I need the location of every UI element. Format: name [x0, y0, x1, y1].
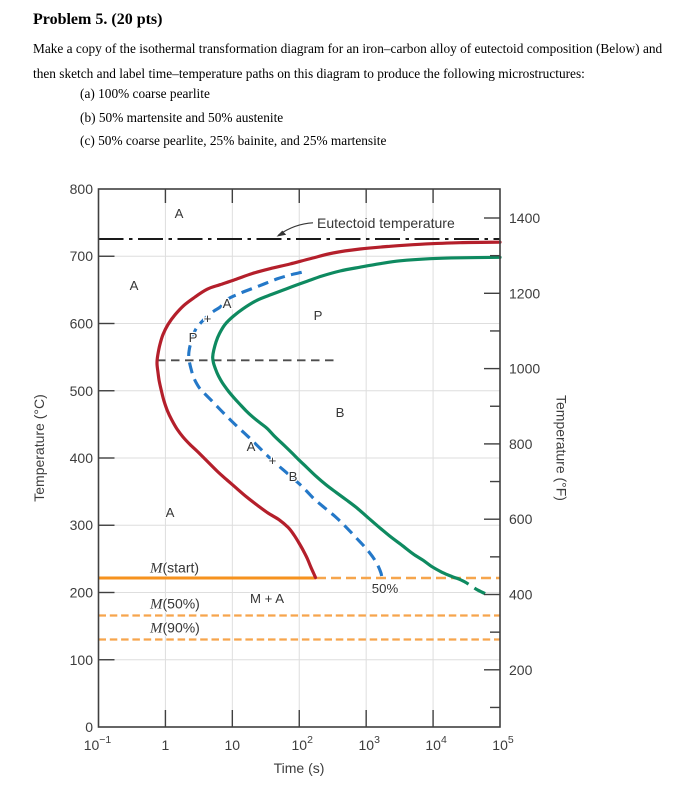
- svg-text:102: 102: [291, 734, 313, 753]
- svg-text:1: 1: [162, 737, 170, 753]
- svg-text:M(90%): M(90%): [149, 620, 200, 637]
- svg-text:B: B: [289, 469, 298, 484]
- svg-text:0: 0: [85, 719, 93, 735]
- svg-text:A: A: [223, 296, 232, 311]
- svg-text:500: 500: [70, 383, 94, 399]
- svg-text:Temperature (°F): Temperature (°F): [554, 395, 570, 501]
- svg-text:A: A: [166, 505, 175, 520]
- svg-text:10: 10: [225, 737, 241, 753]
- svg-text:P: P: [189, 330, 198, 345]
- svg-text:10−1: 10−1: [84, 734, 112, 753]
- svg-text:103: 103: [358, 734, 380, 753]
- svg-text:A: A: [247, 439, 256, 454]
- svg-text:M + A: M + A: [250, 591, 284, 606]
- svg-text:M(start): M(start): [149, 560, 199, 577]
- svg-text:Time (s): Time (s): [274, 760, 325, 776]
- svg-text:200: 200: [70, 585, 94, 601]
- svg-text:600: 600: [70, 316, 94, 332]
- svg-text:600: 600: [509, 511, 533, 527]
- svg-text:400: 400: [70, 450, 94, 466]
- svg-text:1200: 1200: [509, 285, 540, 301]
- svg-text:100: 100: [70, 652, 94, 668]
- svg-text:300: 300: [70, 517, 94, 533]
- svg-text:A: A: [130, 278, 139, 293]
- svg-text:800: 800: [509, 436, 533, 452]
- svg-text:+: +: [204, 311, 212, 326]
- svg-text:M(50%): M(50%): [149, 596, 200, 613]
- svg-text:+: +: [269, 453, 277, 468]
- svg-text:A: A: [175, 206, 184, 221]
- svg-text:200: 200: [509, 662, 533, 678]
- svg-text:Eutectoid temperature: Eutectoid temperature: [317, 215, 455, 231]
- svg-text:P: P: [314, 308, 323, 323]
- svg-text:1000: 1000: [509, 361, 540, 377]
- svg-text:105: 105: [492, 734, 514, 753]
- svg-text:800: 800: [70, 181, 94, 197]
- svg-text:B: B: [336, 405, 345, 420]
- svg-text:Temperature (°C): Temperature (°C): [31, 394, 47, 502]
- svg-text:50%: 50%: [372, 581, 399, 596]
- svg-text:400: 400: [509, 587, 533, 603]
- svg-text:700: 700: [70, 248, 94, 264]
- svg-text:1400: 1400: [509, 210, 540, 226]
- svg-text:104: 104: [425, 734, 447, 753]
